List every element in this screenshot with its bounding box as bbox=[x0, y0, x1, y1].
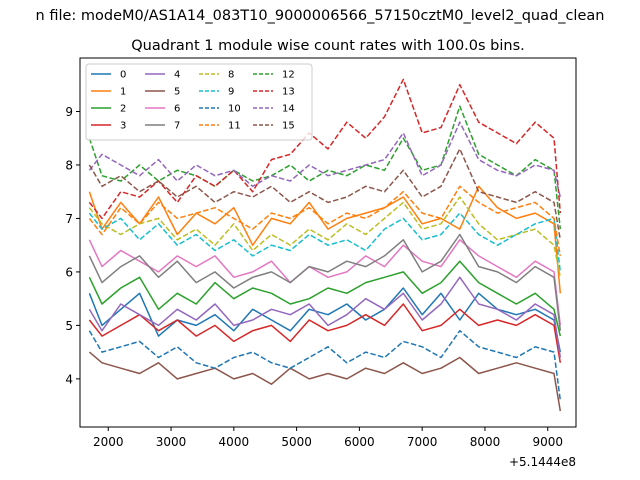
legend-label-11: 11 bbox=[228, 121, 241, 132]
y-axis: 4 5 6 7 8 9 bbox=[65, 105, 80, 386]
figure-suptitle: n file: modeM0/AS1A14_083T10_9000006566_… bbox=[36, 8, 605, 24]
series-line-2 bbox=[88, 260, 562, 337]
series-line-8 bbox=[88, 196, 562, 278]
series-line-15 bbox=[88, 148, 562, 240]
series-line-1 bbox=[88, 185, 562, 294]
series-layer bbox=[88, 78, 562, 412]
y-tick-label: 7 bbox=[65, 212, 73, 226]
series-line-10 bbox=[88, 329, 562, 401]
y-tick-label: 5 bbox=[65, 319, 73, 333]
legend-label-7: 7 bbox=[174, 121, 180, 132]
series-line-6 bbox=[88, 239, 562, 326]
y-tick-label: 8 bbox=[65, 158, 73, 172]
legend-label-12: 12 bbox=[282, 70, 295, 81]
legend-label-8: 8 bbox=[228, 70, 234, 81]
x-tick-label: 7000 bbox=[407, 435, 438, 449]
legend-frame bbox=[85, 63, 313, 141]
series-line-11 bbox=[88, 185, 562, 257]
series-line-14 bbox=[88, 121, 562, 198]
legend-label-0: 0 bbox=[120, 70, 126, 81]
chart-title: Quadrant 1 module wise count rates with … bbox=[131, 38, 525, 54]
x-offset-label: +5.1444e8 bbox=[509, 455, 576, 469]
x-tick-label: 8000 bbox=[470, 435, 501, 449]
legend-label-13: 13 bbox=[282, 87, 295, 98]
legend-label-10: 10 bbox=[228, 104, 241, 115]
series-line-3 bbox=[88, 303, 562, 363]
series-line-13 bbox=[88, 78, 562, 220]
x-tick-label: 9000 bbox=[532, 435, 563, 449]
series-line-12 bbox=[88, 105, 562, 230]
legend-label-14: 14 bbox=[282, 104, 295, 115]
x-tick-label: 3000 bbox=[156, 435, 187, 449]
legend-label-5: 5 bbox=[174, 87, 180, 98]
legend-label-15: 15 bbox=[282, 121, 295, 132]
legend-label-9: 9 bbox=[228, 87, 234, 98]
legend-label-3: 3 bbox=[120, 121, 126, 132]
legend-label-4: 4 bbox=[174, 70, 180, 81]
series-line-5 bbox=[88, 351, 562, 412]
y-tick-label: 4 bbox=[65, 372, 73, 386]
legend-label-1: 1 bbox=[120, 87, 126, 98]
series-line-9 bbox=[88, 212, 562, 272]
series-line-7 bbox=[88, 233, 562, 331]
x-tick-label: 5000 bbox=[281, 435, 312, 449]
series-line-0 bbox=[88, 287, 562, 353]
x-axis: 2000 3000 4000 5000 6000 7000 8000 9000 bbox=[93, 427, 563, 449]
legend-label-2: 2 bbox=[120, 104, 126, 115]
legend-label-6: 6 bbox=[174, 104, 180, 115]
plot-frame bbox=[79, 57, 577, 428]
y-tick-label: 9 bbox=[65, 105, 73, 119]
y-tick-label: 6 bbox=[65, 265, 73, 279]
series-line-4 bbox=[88, 276, 562, 358]
x-tick-label: 6000 bbox=[344, 435, 375, 449]
x-tick-label: 2000 bbox=[93, 435, 124, 449]
x-tick-label: 4000 bbox=[219, 435, 250, 449]
